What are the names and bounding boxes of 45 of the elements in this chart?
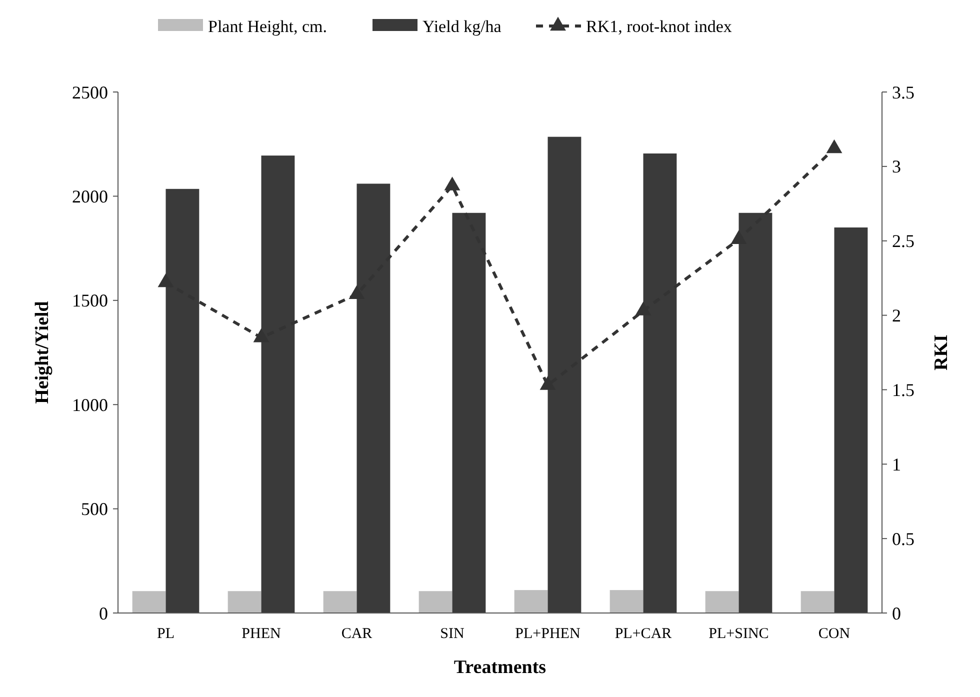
y-tick-label: 2500 — [72, 82, 108, 102]
bar — [705, 591, 739, 613]
y2-axis-title: RKI — [931, 334, 952, 370]
y2-tick-label: 2.5 — [892, 231, 914, 252]
x-tick-label: PL — [156, 626, 175, 642]
legend-label: Yield kg/ha — [422, 16, 502, 36]
y-tick-label: 2000 — [72, 186, 108, 206]
bar — [834, 227, 868, 613]
y-tick-label: 500 — [81, 499, 108, 520]
y2-tick-label: 0 — [892, 603, 901, 624]
point — [635, 302, 652, 316]
x-tick-label: PHEN — [242, 626, 281, 642]
y2-tick-label: 1.5 — [892, 380, 914, 400]
point — [730, 230, 747, 244]
x-tick-label: SIN — [440, 626, 464, 642]
x-tick-label: PL+SINC — [708, 626, 769, 642]
bar — [800, 591, 834, 613]
bar — [514, 590, 548, 613]
point — [540, 376, 556, 390]
y-axis-title: Height/Yield — [32, 300, 53, 404]
x-tick-label: CAR — [341, 626, 372, 642]
x-tick-label: PL+PHEN — [515, 626, 580, 642]
bar — [132, 591, 166, 613]
legend-label: RK1, root-knot index — [586, 16, 732, 36]
point — [348, 285, 365, 300]
point — [826, 139, 842, 154]
point — [444, 176, 460, 190]
bar — [228, 591, 262, 613]
y-tick-label: 1000 — [72, 394, 108, 415]
legend-label: Plant Height, cm. — [208, 16, 327, 36]
y2-tick-label: 3.5 — [892, 82, 914, 102]
y-tick-label: 1500 — [72, 290, 108, 311]
point — [158, 273, 174, 288]
x-axis-title: Treatments — [454, 657, 546, 678]
x-tick-label: PL+CAR — [614, 626, 672, 642]
y2-tick-label: 3 — [892, 156, 901, 177]
y2-tick-label: 1 — [892, 454, 901, 474]
x-tick-label: CON — [818, 626, 850, 642]
point — [253, 328, 270, 342]
y2-tick-label: 2 — [892, 306, 901, 326]
bar — [418, 591, 452, 613]
y-tick-label: 0 — [99, 603, 108, 624]
bar — [610, 590, 644, 613]
bar — [323, 591, 357, 613]
y2-tick-label: 0.5 — [892, 528, 914, 549]
